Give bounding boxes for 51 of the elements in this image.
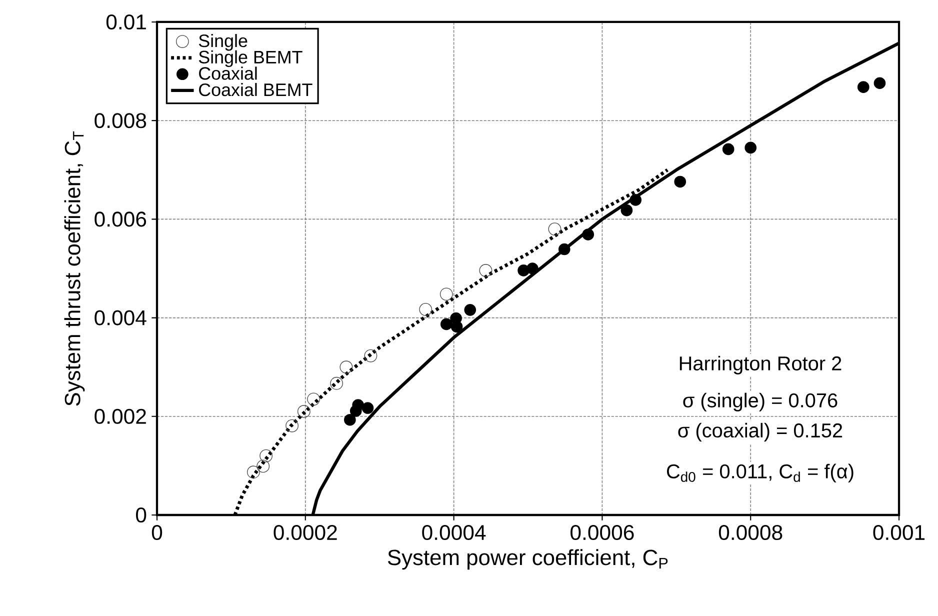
point [330, 376, 344, 390]
annotation: Harrington Rotor 2 [680, 356, 842, 374]
point [440, 318, 452, 330]
point [857, 81, 870, 93]
x-tick-label: 0 [152, 525, 162, 540]
point [722, 143, 734, 156]
point [548, 222, 562, 236]
point [582, 228, 594, 240]
y-axis-title: System thrust coefficient, C$_{T}$ [64, 131, 85, 406]
x-tick-label: 0.0004 [422, 525, 486, 540]
y-tick-label: 0.002 [94, 408, 146, 424]
point [286, 419, 298, 432]
point [744, 142, 757, 154]
point [256, 460, 270, 473]
x-tick-label: 0.0008 [718, 525, 782, 540]
point [450, 312, 462, 324]
point [344, 414, 356, 426]
point [247, 466, 260, 479]
annotation: C$_{d0}$ = 0.011, C$_{d}$ = f(α) [666, 464, 854, 482]
point [260, 449, 273, 462]
y-tick-label: 0.008 [94, 113, 146, 128]
point [364, 349, 378, 362]
y-tick-label: 0 [136, 507, 146, 523]
point [620, 204, 633, 216]
y-tick-label: 0.01 [106, 14, 146, 30]
annotation: σ (single) = 0.076 [683, 392, 838, 412]
point [352, 399, 364, 411]
point [419, 302, 432, 316]
point [630, 194, 642, 206]
point [440, 288, 453, 301]
x-axis-title: System power coefficient, C$_{P}$ [388, 549, 668, 570]
legend-label: Coaxial BEMT [199, 82, 312, 96]
y-tick-label: 0.006 [94, 212, 146, 227]
legend-label: Single BEMT [198, 50, 302, 68]
point [340, 360, 353, 374]
point [464, 304, 476, 316]
point [874, 77, 886, 90]
y-tick-label: 0.004 [94, 310, 146, 326]
annotation: σ (coaxial) = 0.152 [678, 422, 842, 442]
point [558, 243, 570, 256]
point [362, 402, 374, 414]
point [307, 392, 320, 406]
point [674, 176, 686, 188]
x-tick-label: 0.001 [873, 525, 925, 540]
x-tick-label: 0.0006 [570, 525, 634, 540]
legend-label: Coaxial [199, 66, 257, 80]
point [526, 262, 538, 274]
point [297, 405, 310, 418]
point [479, 264, 492, 277]
x-tick-label: 0.0002 [274, 525, 337, 540]
legend-label: Single [198, 34, 248, 51]
